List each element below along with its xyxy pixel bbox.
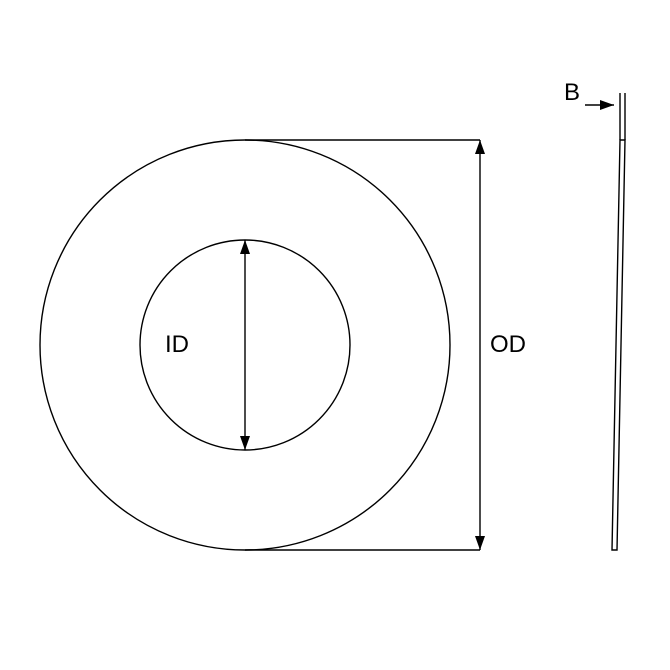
b-label: B [564,79,580,106]
id-arrowhead-bottom [240,436,250,450]
thickness-dimension: B [564,79,625,140]
washer-side-view [612,140,625,550]
od-arrowhead-bottom [475,536,485,550]
washer-diagram: OD ID B [0,0,670,670]
od-dimension: OD [245,140,526,550]
od-arrowhead-top [475,140,485,154]
od-label: OD [490,331,526,358]
id-label: ID [165,331,189,358]
b-arrowhead [600,100,614,110]
id-dimension: ID [165,240,250,450]
id-arrowhead-top [240,240,250,254]
